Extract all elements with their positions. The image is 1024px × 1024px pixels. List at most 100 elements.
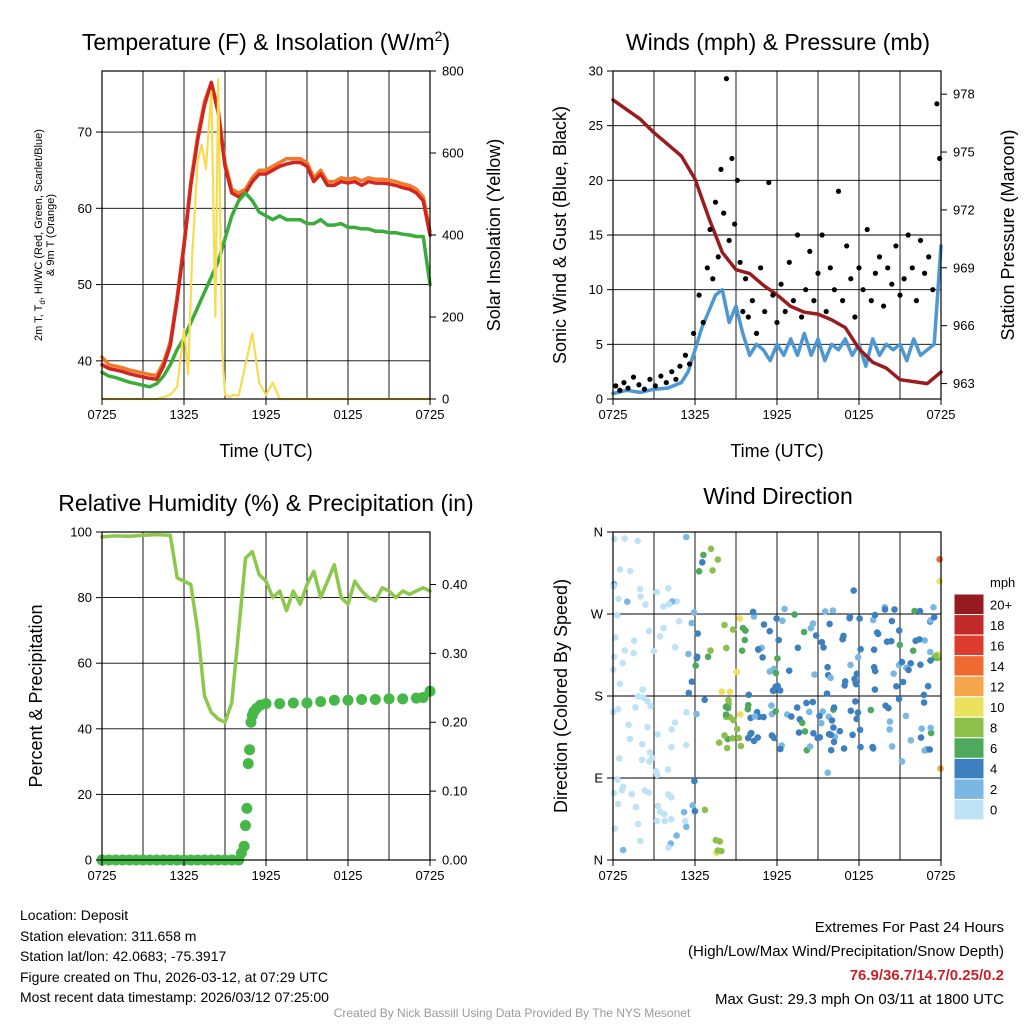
direction-point [691,807,699,815]
gust-point [782,308,788,315]
direction-point [682,741,690,749]
gust-point [636,382,642,388]
direction-point [726,688,734,696]
gust-point [852,314,858,320]
direction-point [645,627,653,635]
direction-point [661,817,669,825]
humidity-title: Relative Humidity (%) & Precipitation (i… [58,490,473,516]
direction-point [646,749,654,756]
svg-text:2m T, Td, HI/WC (Red, Green, S: 2m T, Td, HI/WC (Red, Green, Scarlet/Blu… [33,129,47,341]
direction-point [854,709,862,716]
y-tick-label: 60 [78,201,92,216]
x-tick-label: 1325 [170,407,199,422]
direction-point [634,820,642,828]
gust-point [742,276,749,282]
direction-point [809,698,817,706]
direction-point [806,743,814,750]
y-tick-label: 25 [589,118,603,133]
colorbar-label: mph [990,575,1015,590]
direction-point [660,603,667,610]
station-pressure-line [611,98,943,386]
direction-point [768,702,775,709]
gust-point [729,155,735,162]
direction-point [673,832,680,839]
direction-point [776,687,784,694]
direction-point [694,630,701,637]
direction-point [707,545,715,553]
direction-point [653,588,661,596]
direction-point [907,737,915,744]
direction-point [685,689,693,697]
gust-point [774,319,780,326]
precipitation-point [328,694,340,706]
x-tick-label: 0125 [334,407,363,422]
gust-point [630,374,637,380]
direction-point [856,726,864,734]
gust-point [745,314,751,320]
winds-y2label: Station Pressure (Maroon) [998,129,1018,340]
direction-point [851,675,858,683]
gust-point [856,265,862,271]
gust-point [669,369,675,375]
y-tick-label: 0 [596,392,603,407]
direction-point [737,711,744,718]
direction-point [810,730,817,737]
direction-point [781,605,788,613]
direction-point [801,728,809,735]
direction-point [869,745,877,752]
direction-point [867,706,875,714]
direction-point [818,719,825,727]
direction-point [750,737,758,745]
colorbar-swatch [953,696,985,718]
y-tick-label: E [594,771,603,786]
direction-point [650,647,658,655]
gust-point [700,319,706,326]
colorbar-swatch [953,716,985,739]
y-tick-label: 60 [78,656,92,671]
direction-point [811,671,818,678]
direction-point [785,667,793,674]
station-info: Location: Deposit Station elevation: 311… [20,905,329,1008]
colorbar-level-label: 12 [990,679,1004,694]
direction-point [626,567,634,575]
colorbar-level-label: 10 [990,700,1004,715]
x-tick-label: 0725 [599,407,628,422]
y-tick-label: 5 [596,337,603,352]
direction-point [899,678,907,686]
y-tick-label: 20 [78,787,92,802]
direction-point [612,634,619,641]
direction-point [611,825,618,832]
y-tick-label: S [594,689,603,704]
direction-point [820,644,827,651]
colorbar-level-label: 18 [990,618,1004,633]
gust-point [934,101,940,107]
wind-direction-grid [613,532,941,860]
direction-point [755,646,762,653]
gust-point [753,330,760,336]
direction-point [766,627,773,635]
gust-point [621,380,627,386]
direction-point [893,683,900,690]
precipitation-point [342,694,354,706]
direction-point [723,644,730,652]
direction-point [836,727,844,735]
direction-point [873,629,881,636]
direction-point [685,650,692,658]
gust-point [872,270,879,276]
precipitation-point [369,694,381,706]
direction-point [888,743,896,750]
direction-point [760,621,768,628]
gust-point [905,232,911,238]
y2-tick-label: 400 [442,228,464,243]
direction-point [890,670,897,677]
direction-point [733,725,741,733]
direction-point [644,723,651,731]
gust-point [641,386,648,392]
direction-point [660,624,667,632]
direction-point [924,682,932,690]
direction-point [689,802,696,809]
gust-point [876,254,883,260]
gust-point [881,303,887,309]
gust-point [658,373,664,379]
direction-point [828,717,836,724]
